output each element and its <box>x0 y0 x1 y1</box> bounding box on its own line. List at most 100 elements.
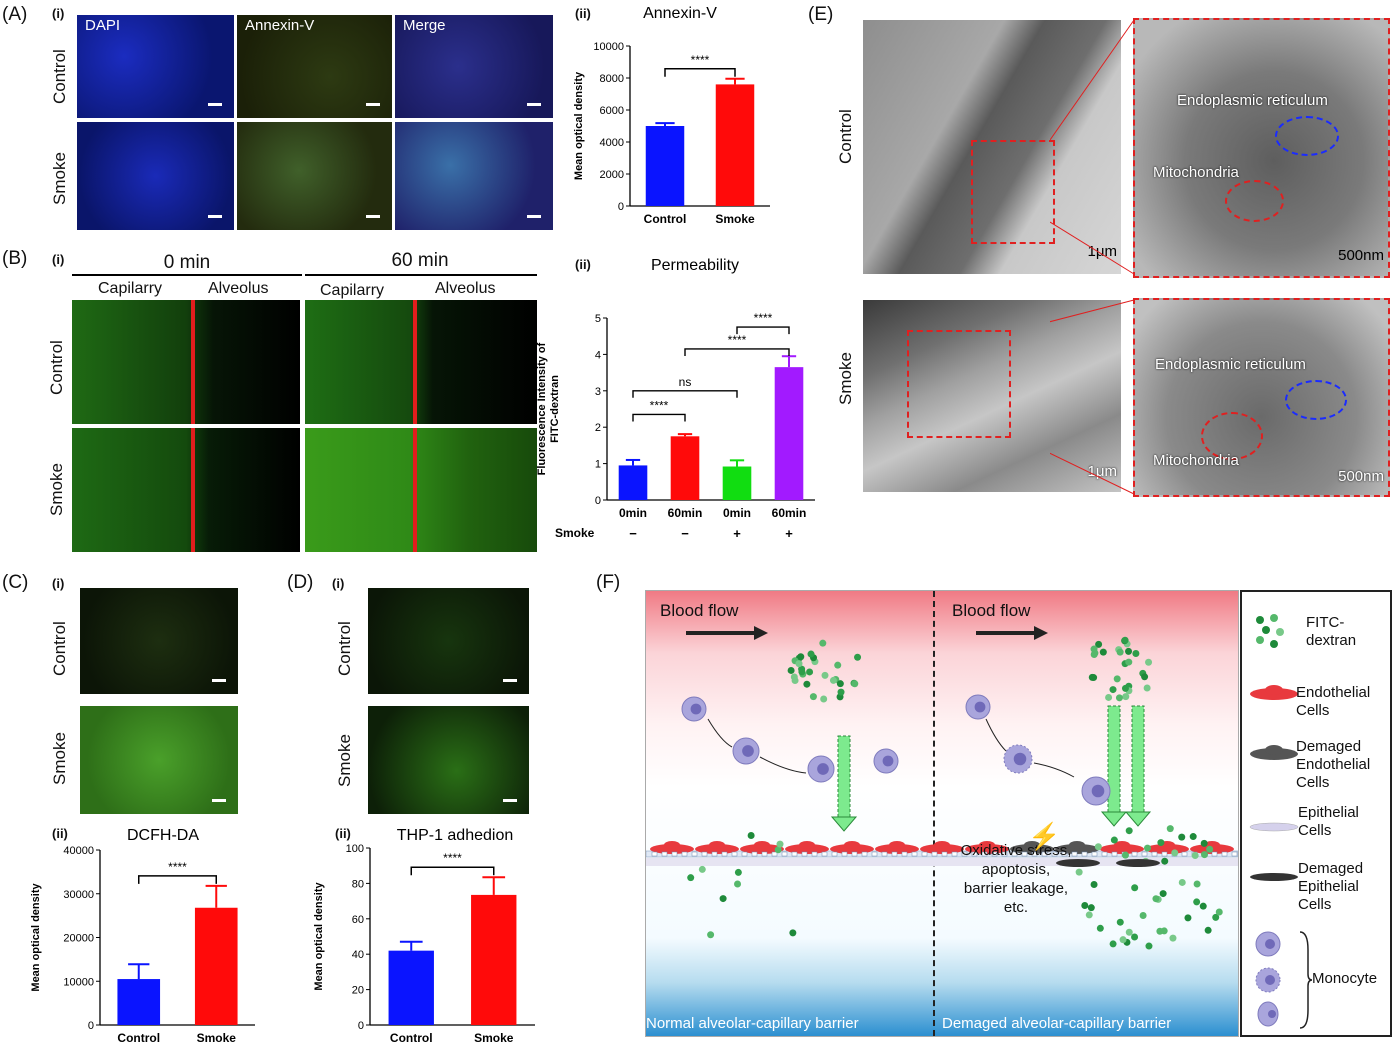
label-mitochondria: Mitochondria <box>1153 452 1239 469</box>
fitc-dextran-dot <box>829 676 837 684</box>
flow-arrow-head-icon <box>1034 626 1048 640</box>
junction <box>731 851 738 857</box>
monocyte-nucleus <box>817 763 829 775</box>
fitc-dextran-dot <box>837 688 845 696</box>
scale-bar <box>366 215 380 218</box>
smoke-sign: − <box>681 526 689 541</box>
fitc-dextran-dot <box>791 677 799 685</box>
label-er: Endoplasmic reticulum <box>1177 92 1328 109</box>
junction <box>981 851 988 857</box>
leak-arrow-head <box>1124 811 1152 827</box>
junction <box>1051 851 1058 857</box>
y-tick-label: 0 <box>618 201 624 213</box>
fitc-dextran-dot <box>1199 902 1207 910</box>
cell-nucleus <box>889 841 905 849</box>
column-label-merge: Merge <box>403 17 446 34</box>
col-label-capillary: Capilarry <box>98 280 163 297</box>
zoom-region-box <box>907 330 1011 438</box>
fitc-dextran-dot <box>1125 647 1133 655</box>
fitc-dextran-dot <box>1119 936 1127 944</box>
fitc-dextran-dot <box>1200 839 1208 847</box>
fitc-dextran-dot <box>1109 940 1117 948</box>
fitc-dextran-dot <box>787 666 795 674</box>
junction <box>1161 851 1168 857</box>
scale-bar <box>527 103 541 106</box>
fitc-dextran-dot <box>1085 911 1093 919</box>
time-header-60: 60 min <box>391 250 449 271</box>
micrograph-dapi-smoke <box>77 122 234 230</box>
fitc-dextran-dot <box>809 693 817 701</box>
stress-line: apoptosis, <box>981 861 1051 878</box>
y-tick-label: 60 <box>352 914 364 926</box>
significance-label: ns <box>679 375 692 389</box>
fitc-dextran-dot <box>1178 833 1186 841</box>
fitc-dextran-dot <box>1206 845 1214 853</box>
fitc-dextran-dot <box>1145 658 1153 666</box>
row-label-d-smoke: Smoke <box>335 734 354 787</box>
junction <box>1061 851 1068 857</box>
fitc-dextran-dot <box>1116 648 1124 656</box>
micrograph-thp1-smoke <box>368 706 529 814</box>
fitc-dextran-dot <box>1161 857 1169 865</box>
junction <box>711 851 718 857</box>
zoom-connector-lines <box>1050 19 1135 495</box>
legend-fitc: FITC-dextran <box>1306 614 1357 649</box>
panel-label-f: (F) <box>596 572 621 593</box>
legend-damaged-epithelial: Demaged Epithelial Cells <box>1298 860 1364 913</box>
junction <box>761 851 768 857</box>
significance-bracket <box>664 68 736 77</box>
junction <box>901 851 908 857</box>
y-tick-label: 5 <box>595 313 601 325</box>
fitc-dextran-dot <box>1184 914 1192 922</box>
scale-bar <box>208 103 222 106</box>
fitc-dextran-dot <box>1143 684 1151 692</box>
leak-arrow-head <box>1100 811 1128 827</box>
scale-bar <box>208 215 222 218</box>
cell-nucleus <box>799 841 815 849</box>
junction <box>751 851 758 857</box>
lightning-icon: ⚡ <box>1028 821 1061 851</box>
x-tick-label: Control <box>117 1031 160 1045</box>
scale-label: 500nm <box>1338 468 1384 485</box>
y-axis-label: Mean optical density <box>30 883 42 992</box>
flow-arrow-icon <box>976 631 1036 635</box>
fitc-dextran-dot <box>819 639 827 647</box>
significance-bracket <box>632 413 686 422</box>
junction <box>891 851 898 857</box>
y-tick-label: 4 <box>595 349 601 361</box>
fitc-dextran-dot <box>1152 895 1160 903</box>
barrier-line <box>413 300 417 424</box>
micrograph-dapi-control: DAPI <box>77 15 234 118</box>
col-label-alveolus: Alveolus <box>435 280 496 297</box>
legend-endothelial: Endothelial Cells <box>1296 684 1371 719</box>
fitc-dextran-dot <box>1193 898 1201 906</box>
zoom-region-box <box>971 140 1055 244</box>
leak-arrow-head <box>830 816 858 832</box>
col-label-capillary: Capilarry <box>320 282 385 299</box>
junction <box>1031 851 1038 857</box>
row-label-b-control: Control <box>47 340 66 395</box>
cell-nucleus <box>664 841 680 849</box>
brace-icon <box>1299 931 1313 1029</box>
fitc-dextran-dot <box>1169 934 1177 942</box>
fitc-dextran-dot <box>1193 880 1201 888</box>
junction <box>801 851 808 857</box>
chart-thp1-adhesion: 0 20 40 60 80 100 Mean optical density Control S… <box>310 820 560 1049</box>
fitc-dextran-dot <box>1113 675 1121 683</box>
fitc-dextran-dot <box>774 846 782 854</box>
y-tick-label: 20000 <box>63 933 94 945</box>
chart-title: DCFH-DA <box>127 827 199 844</box>
junction <box>1081 851 1088 857</box>
fitc-dextran-dot <box>1094 843 1102 851</box>
chart-title: Permeability <box>651 257 739 274</box>
significance-label: **** <box>650 398 669 412</box>
junction <box>831 851 838 857</box>
scale-bar <box>503 679 517 682</box>
y-tick-label: 0 <box>595 495 601 507</box>
subpanel-d-i: (i) <box>332 576 345 591</box>
micrograph-dcfh-control <box>80 588 238 694</box>
normal-caption: Normal alveolar-capillary barrier <box>646 1015 859 1032</box>
subpanel-a-i: (i) <box>52 6 65 21</box>
fitc-dextran-dot <box>1141 673 1149 681</box>
junction <box>741 851 748 857</box>
